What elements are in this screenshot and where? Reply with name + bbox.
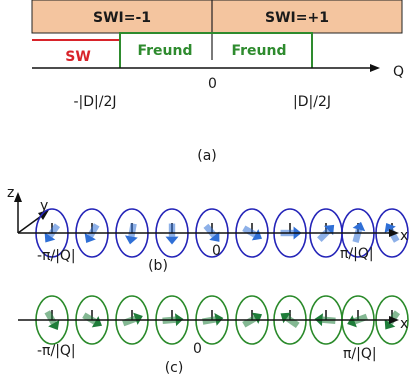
- b-spin-arrow-head: [44, 232, 56, 243]
- caption-a: (a): [197, 148, 217, 164]
- b-spin-arrow-shaft: [87, 223, 100, 238]
- y-axis-arrowhead: [38, 210, 49, 220]
- caption-b: (b): [148, 258, 168, 274]
- b-spin-arrow-shaft: [47, 223, 61, 238]
- b-spin-arrow-head: [352, 221, 366, 232]
- sw-label: SW: [65, 49, 91, 65]
- panel-b: z y x -π/|Q| (b) 0 π/|Q|: [7, 185, 409, 274]
- c-spin-arrow-head: [347, 315, 357, 328]
- left-limit-c: -π/|Q|: [37, 343, 76, 359]
- b-spin-arrow-shaft: [203, 223, 217, 238]
- swi-table: [31, 0, 403, 34]
- c-spin-arrow-shaft: [242, 315, 257, 328]
- swi-left-label: SWI=-1: [93, 10, 151, 26]
- zero-b: 0: [212, 243, 221, 259]
- b-spin-arrow-head: [124, 235, 138, 245]
- freund-region-line: [119, 32, 313, 68]
- y-label: y: [40, 198, 48, 214]
- c-spin-arrow-shaft: [82, 312, 97, 325]
- x-label-b: x: [400, 228, 408, 244]
- c-spin-arrow-head: [48, 319, 60, 331]
- c-spin-arrow-shaft: [44, 310, 57, 325]
- neg-tick-label: -|D|/2J: [73, 94, 116, 110]
- b-spin-arrow-shaft: [168, 223, 176, 237]
- x-axis-b-arrowhead: [389, 229, 399, 237]
- panel-a: SWI=-1 SWI=+1 SW Freund Freund Q 0 -|D|/…: [31, 0, 404, 164]
- swi-right-label: SWI=+1: [265, 10, 329, 26]
- c-spin-arrow-shaft: [122, 315, 137, 327]
- q-axis-label: Q: [393, 64, 404, 80]
- z-label: z: [7, 185, 14, 201]
- q-axis-arrowhead: [370, 64, 380, 72]
- c-spin-arrow-shaft: [285, 315, 300, 329]
- b-spin-arrow-shaft: [242, 225, 257, 238]
- b-spin-arrow-shaft: [128, 223, 137, 238]
- caption-c: (c): [165, 360, 184, 376]
- b-spin-arrow-head: [84, 232, 96, 244]
- b-spin-arrow-head: [384, 222, 396, 234]
- zero-c: 0: [193, 341, 202, 357]
- b-spin-arrow-head: [251, 229, 263, 241]
- b-spin-arrow-shaft: [352, 228, 363, 243]
- right-limit-b: π/|Q|: [340, 246, 374, 262]
- panel-c: x -π/|Q| 0 (c) π/|Q|: [18, 295, 409, 376]
- c-spin-arrow-head: [251, 312, 263, 324]
- freund-left-label: Freund: [137, 43, 192, 59]
- b-spin-arrow-head: [165, 236, 179, 245]
- z-axis-arrowhead: [14, 192, 22, 202]
- origin-label: 0: [208, 76, 217, 92]
- pos-tick-label: |D|/2J: [293, 94, 331, 110]
- b-spin-arrow-head: [209, 231, 220, 242]
- c-spin-arrow-head: [133, 312, 143, 325]
- b-spin-arrow-shaft: [317, 228, 331, 242]
- x-label-c: x: [400, 316, 408, 332]
- c-spin-arrow-head: [384, 319, 396, 330]
- c-spin-arrow-head: [91, 316, 103, 328]
- x-axis-c-arrowhead: [389, 316, 399, 324]
- c-spin-arrow-shaft: [353, 313, 368, 325]
- right-limit-c: π/|Q|: [343, 346, 377, 362]
- freund-right-label: Freund: [231, 43, 286, 59]
- left-limit-b: -π/|Q|: [37, 248, 76, 264]
